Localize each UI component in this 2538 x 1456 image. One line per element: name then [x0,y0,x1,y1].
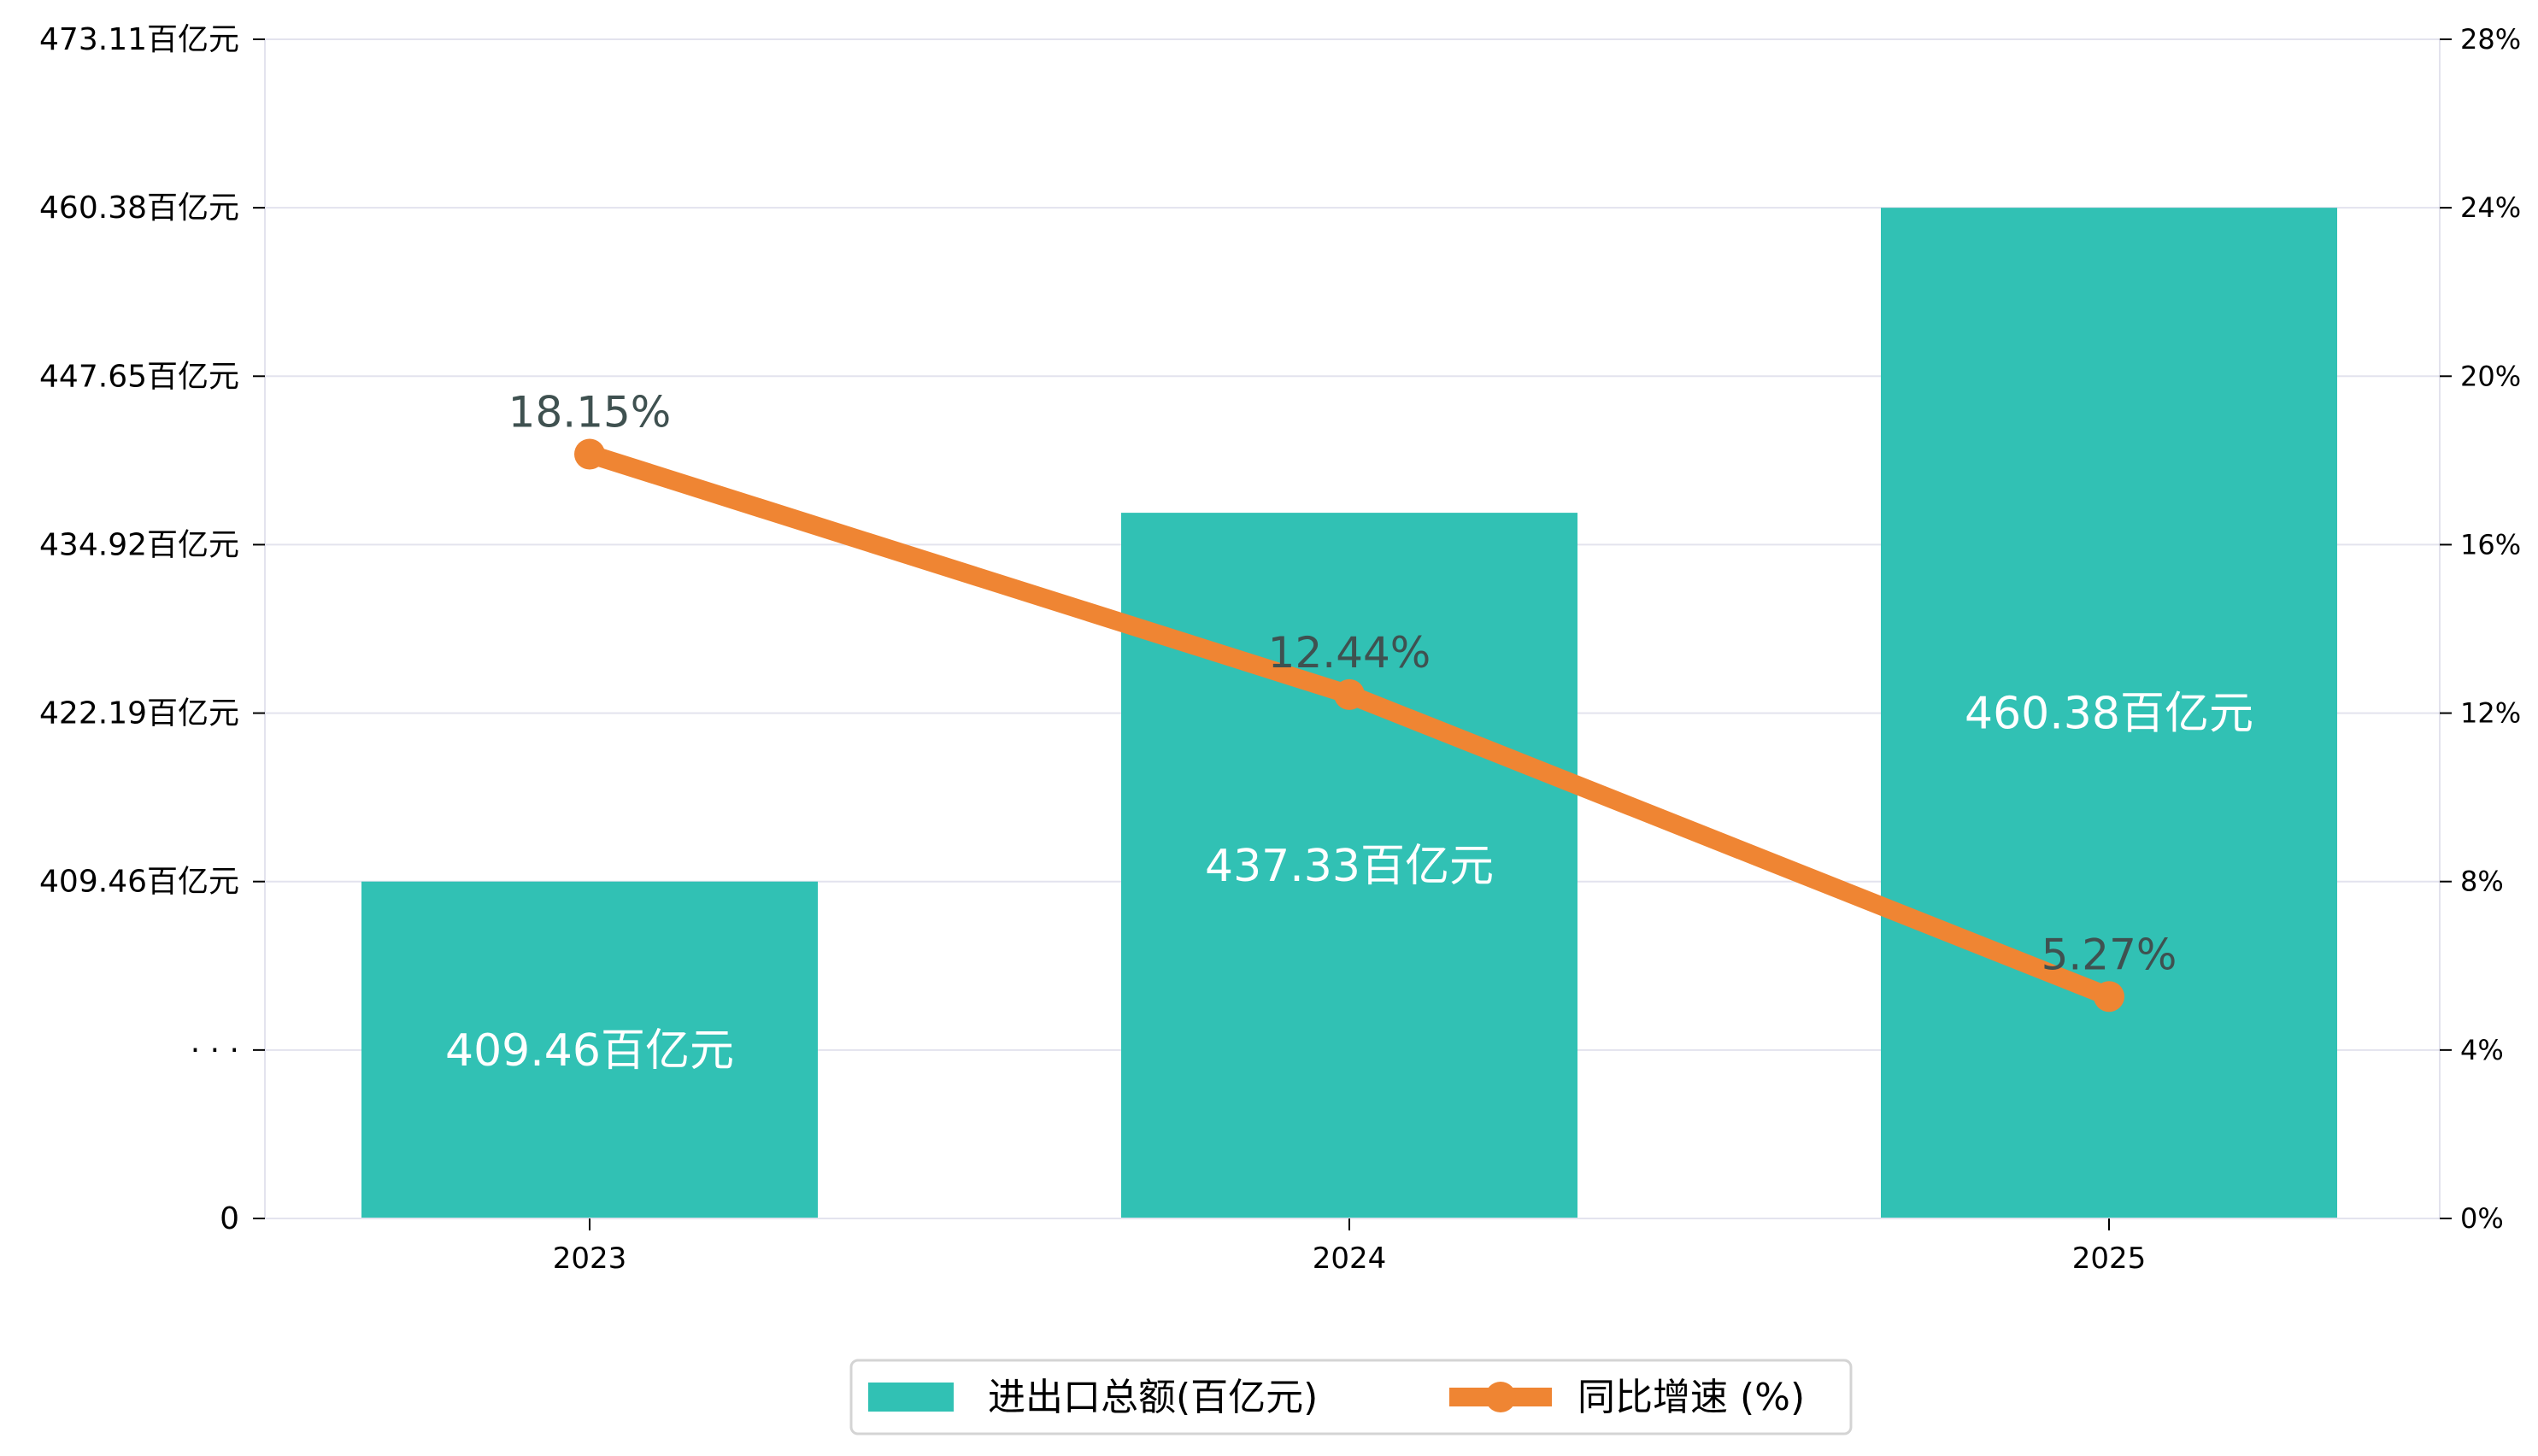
right-tick-label: 12% [2460,697,2521,730]
right-tick-label: 8% [2460,866,2504,898]
left-tick-label: 422.19百亿元 [39,696,239,731]
legend-label-bar: 进出口总额(百亿元) [988,1376,1318,1419]
left-tick-label: 460.38百亿元 [39,191,239,226]
bars [361,208,2337,1219]
growth-point-2024 [1334,678,1365,710]
growth-line [574,438,2124,1013]
legend-box [849,1359,1853,1435]
left-tick-label: 473.11百亿元 [39,22,239,57]
bar-value-label: 409.46百亿元 [445,1025,734,1077]
x-tick-label: 2025 [2072,1242,2147,1276]
left-tick-label: 434.92百亿元 [39,527,239,562]
left-tick-label: 447.65百亿元 [39,359,239,394]
growth-point-2023 [574,438,605,470]
axes: 0 · · · 409.46百亿元 422.19百亿元 434.92百亿元 447.65百… [39,22,2521,1276]
growth-point-2025 [2094,981,2124,1013]
x-tick-label: 2023 [553,1242,627,1276]
bar-value-label: 437.33百亿元 [1205,841,1494,892]
growth-value-label: 12.44% [1268,628,1431,678]
right-tick-label: 16% [2460,528,2521,561]
right-tick-label: 24% [2460,191,2521,224]
left-tick-label: 0 [220,1201,239,1236]
bar-2024 [1121,513,1577,1218]
bar-2023 [361,881,818,1218]
legend-label-line: 同比增速 (%) [1577,1376,1805,1419]
right-tick-label: 0% [2460,1202,2504,1235]
legend-swatch-marker [1485,1382,1516,1412]
right-tick-label: 28% [2460,23,2521,56]
bar-value-label: 460.38百亿元 [1965,689,2253,740]
left-tick-label: 409.46百亿元 [39,865,239,900]
growth-value-label: 5.27% [2042,930,2177,979]
right-tick-label: 4% [2460,1034,2504,1066]
right-tick-label: 20% [2460,360,2521,392]
legend-swatch-bar [868,1383,954,1412]
x-tick-label: 2024 [1313,1242,1387,1276]
data-labels: 409.46百亿元 437.33百亿元 460.38百亿元 18.15% 12.44% 5… [445,387,2253,1076]
growth-value-label: 18.15% [508,387,672,437]
legend: 进出口总额(百亿元) 同比增速 (%) [849,1359,1853,1435]
bar-2025 [1881,208,2337,1219]
left-tick-label: · · · [191,1033,239,1068]
